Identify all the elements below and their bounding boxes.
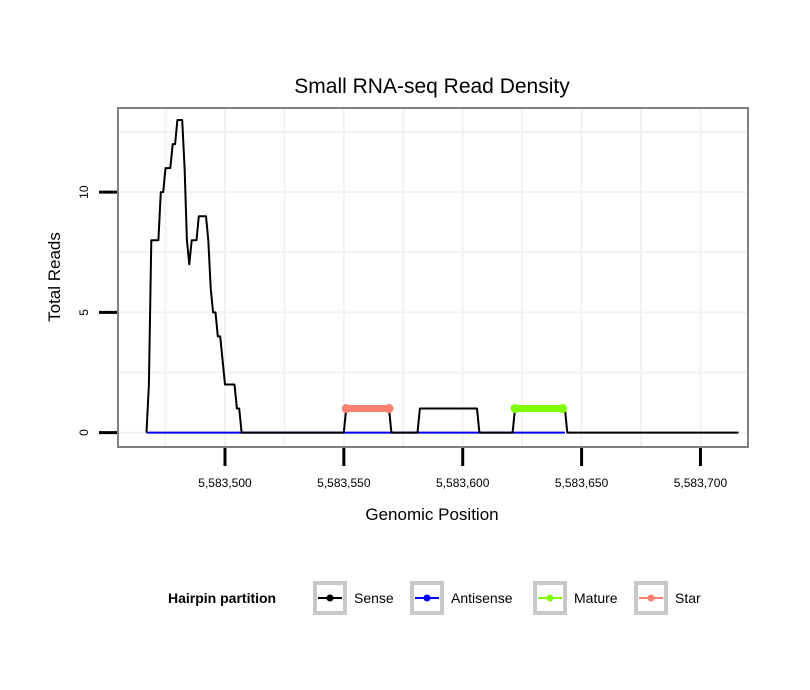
legend-entry-antisense: Antisense: [410, 581, 513, 615]
series-point-mature: [510, 404, 520, 414]
legend-entry-mature: Mature: [533, 581, 618, 615]
series-layer: [145, 119, 739, 434]
y-axis-title: Total Reads: [45, 232, 64, 322]
series-point-star: [384, 404, 394, 414]
plot-panel-border: [117, 107, 749, 448]
legend-key-point: [546, 594, 554, 602]
grid: [118, 108, 748, 447]
legend-key-point: [326, 594, 334, 602]
legend-title: Hairpin partition: [168, 590, 276, 606]
x-tick-label: 5,583,550: [317, 476, 371, 490]
legend-label: Sense: [354, 590, 394, 606]
x-tick-label: 5,583,650: [555, 476, 609, 490]
legend-key-point: [423, 594, 431, 602]
legend-entries: Sense Antisense Mature Star: [313, 581, 701, 615]
chart-title: Small RNA-seq Read Density: [294, 75, 570, 98]
legend-entry-sense: Sense: [313, 581, 394, 615]
y-tick-label: 5: [77, 309, 91, 316]
legend-key-point: [647, 594, 655, 602]
legend: Hairpin partition Sense Antisense Mature St…: [168, 581, 701, 615]
series-point-mature: [558, 404, 568, 414]
series-point-star: [341, 404, 351, 414]
y-tick-label: 10: [77, 185, 91, 199]
legend-entry-star: Star: [634, 581, 701, 615]
axis-ticks: 5,583,500 5,583,550 5,583,600 5,583,650 5,58…: [77, 185, 727, 490]
legend-label: Star: [675, 590, 701, 606]
x-tick-label: 5,583,700: [674, 476, 728, 490]
legend-label: Mature: [574, 590, 618, 606]
x-axis-title: Genomic Position: [365, 505, 498, 524]
y-tick-label: 0: [77, 429, 91, 436]
series-line-sense: [145, 119, 739, 434]
x-tick-label: 5,583,500: [198, 476, 252, 490]
x-tick-label: 5,583,600: [436, 476, 490, 490]
legend-label: Antisense: [451, 590, 513, 606]
